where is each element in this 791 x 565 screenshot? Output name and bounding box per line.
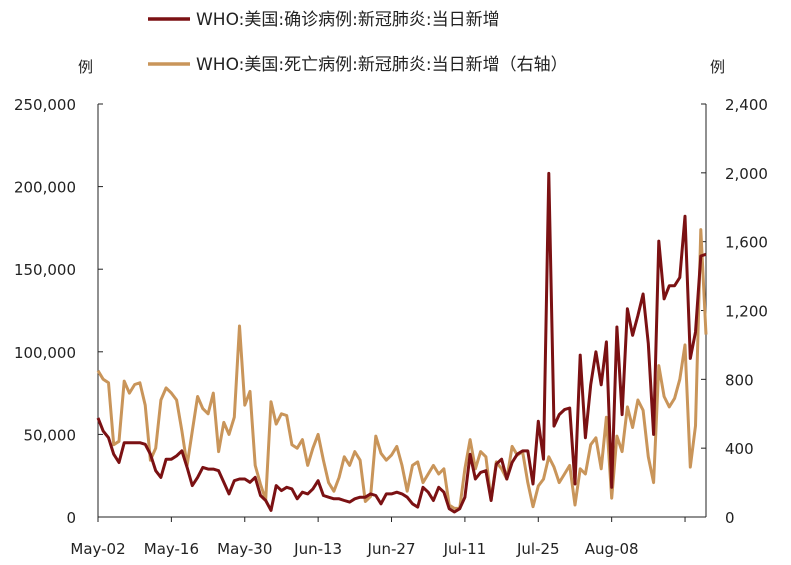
right-tick-label: 2,000 (725, 165, 768, 183)
x-tick-label: May-02 (70, 540, 125, 558)
right-tick-label: 0 (725, 509, 735, 527)
left-axis-unit: 例 (78, 58, 93, 76)
left-tick-label: 0 (66, 509, 76, 527)
left-tick-label: 50,000 (24, 426, 77, 444)
series-line-deaths (96, 228, 708, 510)
legend: WHO:美国:确诊病例:新冠肺炎:当日新增 WHO:美国:死亡病例:新冠肺炎:当… (148, 10, 568, 75)
left-tick-label: 150,000 (14, 261, 76, 279)
right-axis-unit: 例 (710, 58, 725, 76)
legend-label-confirmed: WHO:美国:确诊病例:新冠肺炎:当日新增 (196, 10, 500, 30)
left-tick-label: 100,000 (14, 344, 76, 362)
right-axis-ticks: 0 400 800 1,200 1,600 2,000 2,400 (701, 96, 768, 527)
x-tick-label: Jun-27 (367, 540, 416, 558)
right-tick-label: 2,400 (725, 96, 768, 114)
right-tick-label: 1,600 (725, 234, 768, 252)
x-tick-label: Jul-25 (516, 540, 560, 558)
right-tick-label: 1,200 (725, 303, 768, 321)
legend-label-deaths: WHO:美国:死亡病例:新冠肺炎:当日新增（右轴） (196, 55, 568, 75)
right-tick-label: 800 (725, 371, 754, 389)
left-tick-label: 200,000 (14, 179, 76, 197)
x-tick-label: Aug-08 (585, 540, 639, 558)
left-tick-label: 250,000 (14, 96, 76, 114)
x-axis-ticks: May-02 May-16 May-30 Jun-13 Jun-27 Jul-11 Jul-… (70, 517, 686, 558)
x-tick-label: May-16 (144, 540, 199, 558)
right-tick-label: 400 (725, 440, 754, 458)
left-axis-ticks: 0 50,000 100,000 150,000 200,000 250,000 (14, 96, 103, 527)
x-tick-label: Jul-11 (443, 540, 487, 558)
series-line-confirmed (96, 171, 707, 514)
x-tick-label: May-30 (217, 540, 272, 558)
x-tick-label: Jun-13 (293, 540, 342, 558)
